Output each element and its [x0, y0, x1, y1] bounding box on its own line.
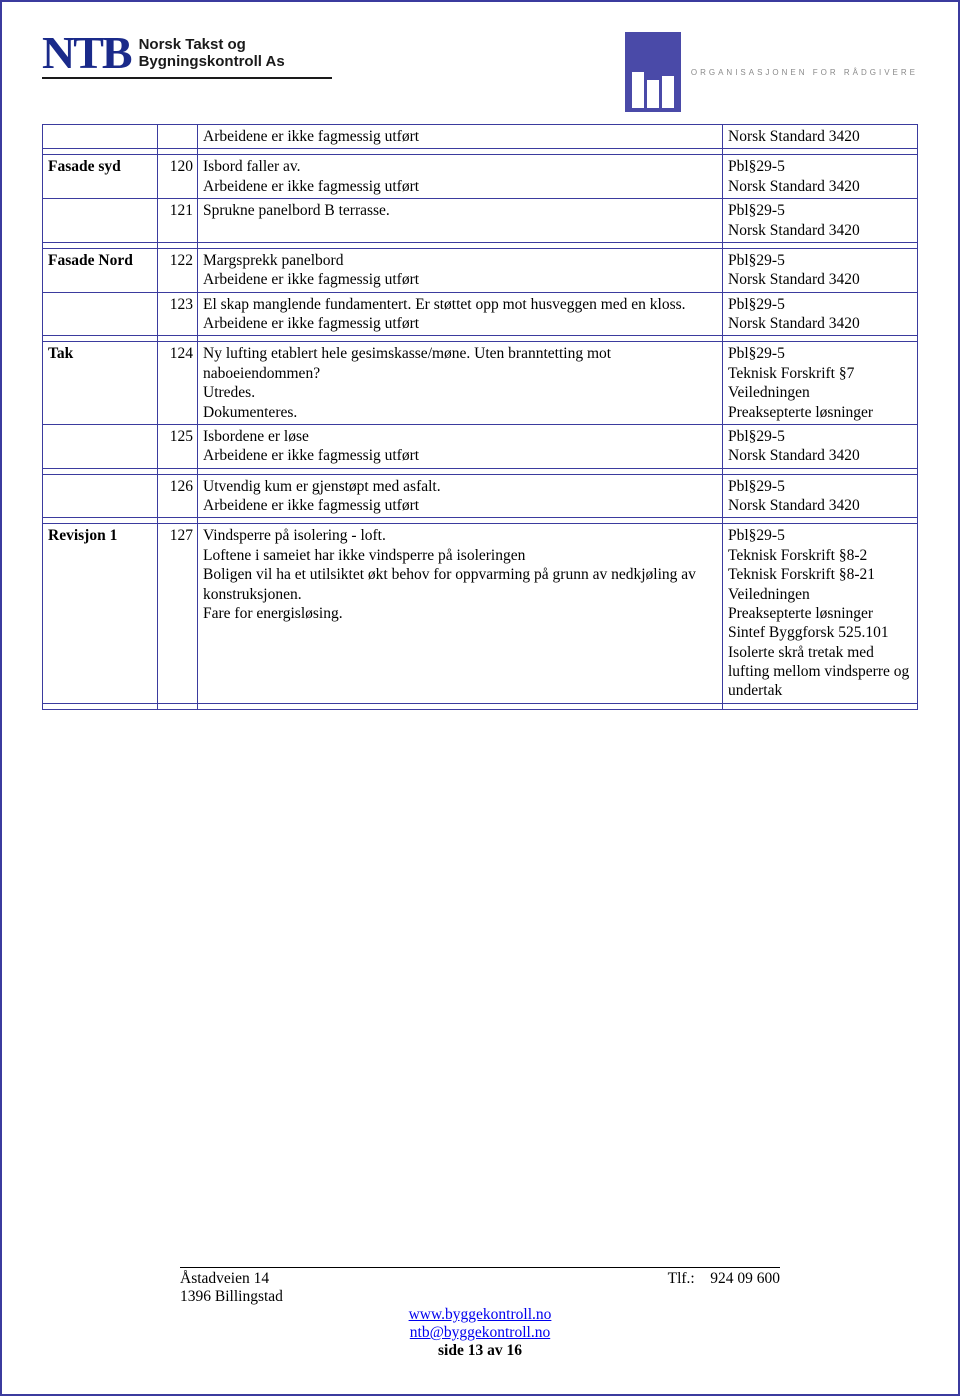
findings-table: Arbeidene er ikke fagmessig utførtNorsk … [42, 124, 918, 710]
number-cell: 123 [158, 292, 198, 336]
table-row: 123El skap manglende fundamentert. Er st… [43, 292, 918, 336]
category-cell: Tak [43, 342, 158, 425]
footer-web-link[interactable]: www.byggekontroll.no [409, 1306, 552, 1323]
reference-cell: Pbl§29-5 Norsk Standard 3420 [723, 199, 918, 243]
table-row [43, 703, 918, 709]
number-cell: 122 [158, 248, 198, 292]
category-cell: Revisjon 1 [43, 524, 158, 703]
category-cell: Fasade syd [43, 155, 158, 199]
number-cell: 120 [158, 155, 198, 199]
footer-addr-l2: 1396 Billingstad [180, 1288, 283, 1306]
description-cell: Isbord faller av. Arbeidene er ikke fagm… [198, 155, 723, 199]
reference-cell: Pbl§29-5 Norsk Standard 3420 [723, 424, 918, 468]
logo-company-name: Norsk Takst og Bygningskontroll As [139, 32, 285, 71]
category-cell [43, 474, 158, 518]
spacer-cell [198, 703, 723, 709]
spacer-cell [158, 703, 198, 709]
table-row: 125Isbordene er løse Arbeidene er ikke f… [43, 424, 918, 468]
footer-tlf-value: 924 09 600 [710, 1270, 780, 1287]
table-row: Revisjon 1127Vindsperre på isolering - l… [43, 524, 918, 703]
table-row: Tak124Ny lufting etablert hele gesimskas… [43, 342, 918, 425]
category-cell [43, 125, 158, 149]
reference-cell: Pbl§29-5 Teknisk Forskrift §7 Veiledning… [723, 342, 918, 425]
rif-icon [625, 32, 681, 112]
table-row: Fasade Nord122Margsprekk panelbord Arbei… [43, 248, 918, 292]
number-cell: 121 [158, 199, 198, 243]
logo-name-line1: Norsk Takst og [139, 36, 285, 53]
category-cell [43, 292, 158, 336]
reference-cell: Norsk Standard 3420 [723, 125, 918, 149]
footer-page-label: side 13 av 16 [438, 1342, 522, 1359]
category-cell [43, 199, 158, 243]
page-footer: Åstadveien 14 Tlf.: 924 09 600 1396 Bill… [2, 1267, 958, 1360]
rif-tagline: ORGANISASJONEN FOR RÅDGIVERE [691, 68, 918, 77]
footer-address: Åstadveien 14 [180, 1270, 269, 1288]
table-row: 121Sprukne panelbord B terrasse.Pbl§29-5… [43, 199, 918, 243]
number-cell: 126 [158, 474, 198, 518]
description-cell: Arbeidene er ikke fagmessig utført [198, 125, 723, 149]
table-row: 126Utvendig kum er gjenstøpt med asfalt.… [43, 474, 918, 518]
table-row: Fasade syd120Isbord faller av. Arbeidene… [43, 155, 918, 199]
description-cell: Ny lufting etablert hele gesimskasse/møn… [198, 342, 723, 425]
footer-mail-link[interactable]: ntb@byggekontroll.no [410, 1324, 550, 1341]
category-cell [43, 424, 158, 468]
reference-cell: Pbl§29-5 Norsk Standard 3420 [723, 248, 918, 292]
number-cell [158, 125, 198, 149]
reference-cell: Pbl§29-5 Norsk Standard 3420 [723, 292, 918, 336]
reference-cell: Pbl§29-5 Teknisk Forskrift §8-2 Teknisk … [723, 524, 918, 703]
number-cell: 125 [158, 424, 198, 468]
page-header: NTB Norsk Takst og Bygningskontroll As O… [42, 32, 918, 112]
number-cell: 124 [158, 342, 198, 425]
logo-abbr: NTB [42, 32, 131, 73]
category-cell: Fasade Nord [43, 248, 158, 292]
spacer-cell [43, 703, 158, 709]
logo-name-line2: Bygningskontroll As [139, 53, 285, 70]
footer-phone: Tlf.: 924 09 600 [668, 1270, 780, 1288]
description-cell: Margsprekk panelbord Arbeidene er ikke f… [198, 248, 723, 292]
description-cell: Isbordene er løse Arbeidene er ikke fagm… [198, 424, 723, 468]
description-cell: Sprukne panelbord B terrasse. [198, 199, 723, 243]
description-cell: Vindsperre på isolering - loft. Loftene … [198, 524, 723, 703]
reference-cell: Pbl§29-5 Norsk Standard 3420 [723, 474, 918, 518]
description-cell: El skap manglende fundamentert. Er støtt… [198, 292, 723, 336]
table-row: Arbeidene er ikke fagmessig utførtNorsk … [43, 125, 918, 149]
number-cell: 127 [158, 524, 198, 703]
reference-cell: Pbl§29-5 Norsk Standard 3420 [723, 155, 918, 199]
spacer-cell [723, 703, 918, 709]
description-cell: Utvendig kum er gjenstøpt med asfalt. Ar… [198, 474, 723, 518]
logo-left-block: NTB Norsk Takst og Bygningskontroll As [42, 32, 332, 79]
logo-right-block: ORGANISASJONEN FOR RÅDGIVERE [625, 32, 918, 112]
footer-addr-l1: Åstadveien 14 [180, 1270, 269, 1287]
footer-tlf-label: Tlf.: [668, 1270, 695, 1287]
